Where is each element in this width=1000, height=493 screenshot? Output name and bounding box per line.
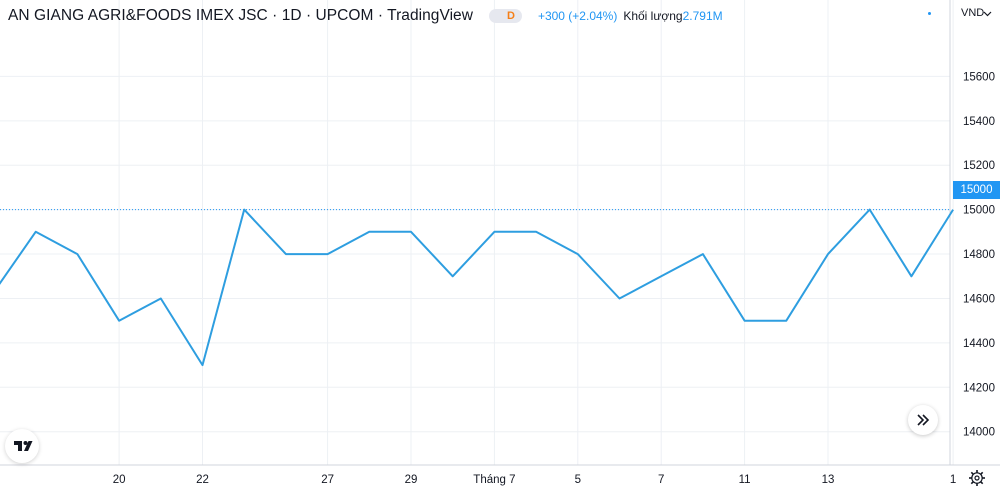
interval-badge-label: D: [502, 9, 522, 23]
market-status-icon: [488, 9, 503, 23]
price-point: [868, 208, 872, 212]
price-point: [534, 230, 538, 234]
x-tick-label: 11: [739, 474, 751, 486]
y-tick-label: 15000: [963, 205, 995, 217]
price-point: [784, 319, 788, 323]
y-tick-label: 14600: [963, 293, 995, 305]
y-tick-label: 15200: [963, 160, 995, 172]
x-tick-label: 1: [950, 474, 956, 486]
price-point: [409, 230, 413, 234]
price-point: [951, 208, 955, 212]
price-point: [909, 274, 913, 278]
x-tick-label: 13: [822, 474, 835, 486]
x-tick-label: 27: [321, 474, 334, 486]
scroll-to-latest-button[interactable]: [908, 405, 938, 435]
price-point: [284, 252, 288, 256]
x-tick-label: 7: [658, 474, 664, 486]
price-point: [34, 230, 38, 234]
y-tick-label: 15600: [963, 71, 995, 83]
chart-header: AN GIANG AGRI&FOODS IMEX JSC · 1D · UPCO…: [0, 0, 946, 32]
price-point: [451, 274, 455, 278]
price-point: [326, 252, 330, 256]
x-tick-label: 22: [196, 474, 209, 486]
settings-gear-icon[interactable]: [968, 469, 986, 487]
price-point: [159, 296, 163, 300]
price-point: [201, 363, 205, 367]
y-tick-label: 14800: [963, 249, 995, 261]
x-tick-label: Tháng 7: [473, 474, 515, 486]
price-point: [618, 296, 622, 300]
y-tick-label: 14000: [963, 427, 995, 439]
y-tick-label: 14200: [963, 382, 995, 394]
price-point: [367, 230, 371, 234]
price-point: [659, 274, 663, 278]
symbol-title[interactable]: AN GIANG AGRI&FOODS IMEX JSC · 1D · UPCO…: [8, 7, 473, 24]
realtime-dot-icon: [928, 12, 931, 15]
currency-label[interactable]: VND: [961, 7, 985, 19]
double-chevron-right-icon: [917, 414, 930, 426]
price-point: [75, 252, 79, 256]
price-point: [242, 208, 246, 212]
x-tick-label: 20: [113, 474, 126, 486]
price-series-line: [0, 208, 954, 367]
price-point: [492, 230, 496, 234]
x-tick-label: 29: [405, 474, 418, 486]
tradingview-logo-icon[interactable]: [5, 429, 39, 463]
price-change: +300 (+2.04%): [537, 9, 618, 23]
volume-label: Khối lượng: [623, 9, 683, 23]
time-axis-ticks: 20 22 27 29 Tháng 7 5 7 11 13 1: [113, 474, 957, 486]
volume-value: 2.791M: [682, 9, 723, 23]
interval-badge[interactable]: D: [488, 9, 522, 23]
price-point: [826, 252, 830, 256]
price-point: [576, 252, 580, 256]
y-tick-label: 14400: [963, 338, 995, 350]
last-price-tag: 15000: [953, 181, 1000, 199]
grid: [0, 0, 954, 465]
y-tick-label: 15400: [963, 116, 995, 128]
x-tick-label: 5: [575, 474, 581, 486]
price-point: [117, 319, 121, 323]
price-point: [743, 319, 747, 323]
price-point: [701, 252, 705, 256]
chevron-down-icon[interactable]: [983, 9, 992, 18]
price-axis-ticks: 14000 14200 14400 14600 14800 15000 15200 15400…: [963, 71, 995, 438]
